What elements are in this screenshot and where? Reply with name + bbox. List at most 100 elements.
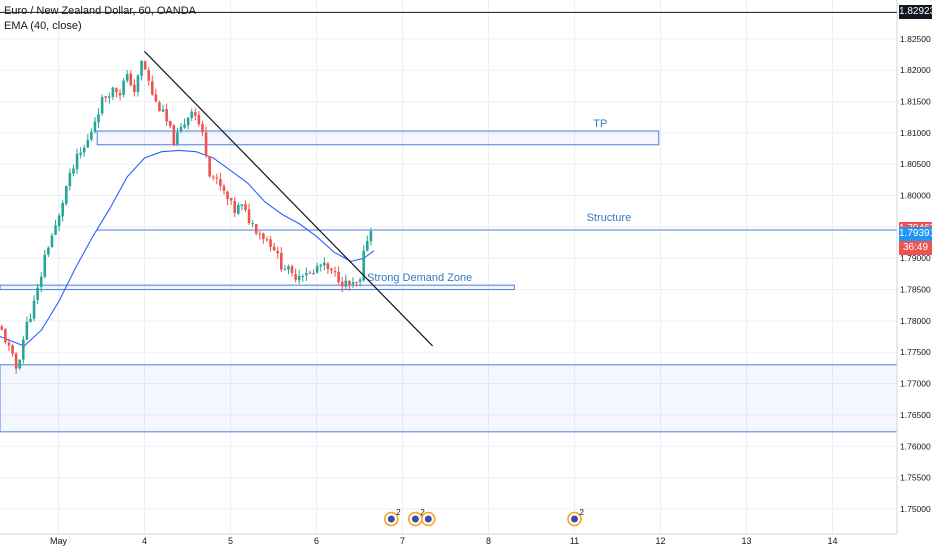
candle-body — [47, 247, 50, 255]
candle-body — [283, 269, 287, 271]
candle-body — [43, 254, 47, 277]
candle-body — [215, 177, 219, 179]
indicator-title: EMA (40, close) — [4, 20, 82, 32]
candle-body — [107, 96, 111, 98]
candle-body — [150, 81, 154, 95]
candle-body — [11, 345, 14, 354]
candle-body — [269, 239, 272, 247]
candle-body — [226, 191, 229, 199]
candle-body — [100, 97, 104, 114]
candle-body — [333, 271, 337, 273]
candle-body — [64, 186, 68, 204]
y-tick-label: 1.76500 — [900, 410, 931, 420]
candle-body — [344, 280, 348, 287]
candle-body — [351, 282, 355, 285]
y-tick-label: 1.79000 — [900, 253, 931, 263]
candle-body — [82, 147, 86, 153]
y-tick-label: 1.77500 — [900, 347, 931, 357]
candle-body — [21, 339, 25, 360]
candle-body — [204, 132, 208, 156]
candle-body — [240, 204, 244, 206]
candle-body — [111, 87, 115, 97]
event-count: 2 — [579, 508, 584, 517]
candle-body — [39, 276, 43, 287]
zone-box — [0, 284, 515, 291]
candle-body — [272, 246, 276, 251]
candle-body — [118, 93, 122, 96]
candle-body — [172, 125, 176, 145]
y-tick-label: 1.78500 — [900, 285, 931, 295]
x-tick-label: 6 — [314, 536, 319, 546]
candle-body — [86, 139, 90, 148]
candle-body — [18, 359, 22, 369]
candle-body — [308, 272, 312, 274]
chart-grid — [0, 0, 897, 534]
candle-body — [236, 204, 240, 214]
y-tick-label: 1.75500 — [900, 473, 931, 483]
candle-body — [201, 123, 204, 133]
candle-body — [179, 126, 183, 132]
chart-legend: Euro / New Zealand Dollar, 60, OANDA EMA… — [4, 4, 196, 34]
candle-body — [165, 109, 168, 122]
event-count: 2 — [420, 508, 425, 517]
y-tick-label: 1.80500 — [900, 159, 931, 169]
candle-body — [319, 264, 323, 267]
drawings-layer — [144, 50, 434, 347]
candle-body — [208, 156, 211, 177]
candle-body — [340, 281, 344, 287]
candle-body — [287, 266, 290, 270]
candle-body — [75, 153, 79, 170]
candle-body — [54, 225, 57, 235]
candle-body — [147, 70, 151, 81]
candle-body — [365, 240, 369, 251]
candle-body — [258, 233, 262, 235]
x-tick-label: 13 — [741, 536, 751, 546]
candle-body — [7, 342, 11, 346]
y-tick-label: 1.77000 — [900, 379, 931, 389]
candles-layer — [0, 60, 373, 374]
candle-body — [122, 80, 125, 95]
candle-body — [330, 268, 333, 271]
candle-body — [362, 250, 366, 281]
candle-body — [133, 84, 136, 93]
candle-body — [154, 94, 158, 102]
event-marker-core — [570, 515, 578, 523]
y-tick-label: 1.81000 — [900, 128, 931, 138]
event-marker-core — [411, 515, 419, 523]
event-count: 2 — [396, 508, 401, 517]
candle-body — [322, 262, 326, 266]
candle-body — [140, 60, 143, 76]
candle-body — [0, 326, 4, 330]
x-tick-label: 12 — [655, 536, 665, 546]
candle-body — [136, 75, 140, 93]
candle-body — [244, 204, 247, 210]
x-tick-label: 7 — [400, 536, 405, 546]
zone-box — [96, 130, 660, 146]
symbol-title: Euro / New Zealand Dollar, 60, OANDA — [4, 5, 196, 17]
candle-body — [326, 263, 330, 270]
x-tick-label: 8 — [486, 536, 491, 546]
candle-body — [301, 276, 305, 278]
price-tag: 1.79391 — [899, 226, 932, 241]
trendline — [144, 50, 434, 347]
candle-body — [143, 61, 147, 70]
zone-label: TP — [593, 118, 607, 130]
candle-body — [97, 114, 100, 123]
candle-body — [337, 271, 340, 283]
candle-body — [219, 178, 222, 186]
candle-body — [36, 287, 39, 301]
candle-body — [297, 275, 301, 281]
candle-body — [294, 274, 297, 280]
candle-body — [125, 74, 129, 81]
candle-body — [265, 239, 269, 241]
candle-body — [176, 132, 179, 145]
candle-body — [161, 109, 165, 112]
candle-body — [29, 318, 32, 323]
candle-body — [50, 235, 54, 247]
y-tick-label: 1.76000 — [900, 441, 931, 451]
candle-body — [168, 120, 172, 127]
zone-label: Strong Demand Zone — [367, 272, 472, 284]
